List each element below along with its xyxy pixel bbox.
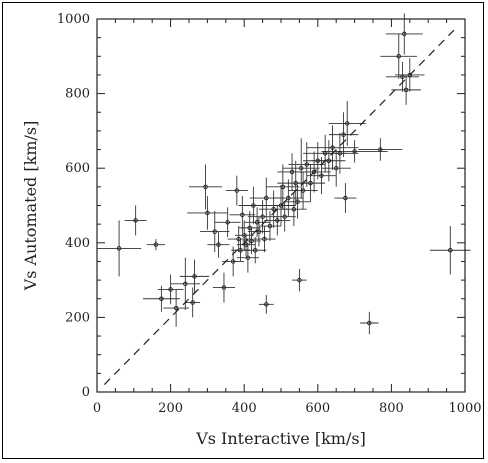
data-point (230, 259, 236, 264)
data-point (243, 242, 249, 247)
data-point (216, 242, 221, 247)
data-point (333, 165, 339, 171)
data-point (225, 220, 230, 225)
x-tick-label: 1000 (448, 401, 481, 416)
x-axis-label: Vs Interactive [km/s] (195, 429, 366, 448)
data-point (322, 151, 328, 156)
data-point (343, 195, 348, 201)
data-point (400, 74, 405, 80)
data-point (367, 320, 372, 326)
data-point (396, 54, 402, 59)
data-point (247, 225, 252, 231)
data-point (402, 31, 407, 37)
y-tick-label: 800 (65, 87, 90, 102)
data-point (260, 214, 265, 219)
data-point (278, 203, 284, 208)
x-axis-ticks: 0 200 400 600 800 1000 (93, 19, 482, 416)
data-point (295, 199, 300, 205)
data-point (236, 236, 241, 242)
y-tick-label: 400 (65, 236, 90, 251)
y-axis-ticks: 0 200 400 600 800 1000 (57, 12, 465, 400)
data-point (300, 188, 306, 193)
data-point (262, 236, 267, 242)
data-point (221, 285, 227, 290)
data-point (271, 206, 276, 212)
data-point (256, 229, 262, 234)
data-point (352, 149, 357, 154)
data-points-layer (116, 31, 453, 326)
data-point (264, 302, 269, 307)
data-point (326, 158, 332, 163)
data-point (282, 214, 287, 219)
data-point (205, 210, 210, 216)
identity-reference-line (103, 29, 455, 385)
data-point (168, 287, 173, 292)
data-point (240, 212, 245, 218)
data-point (241, 233, 247, 238)
data-point (344, 121, 350, 126)
x-tick-label: 200 (158, 401, 183, 416)
data-point (280, 184, 286, 190)
data-point (308, 180, 313, 186)
error-bars-layer (97, 13, 471, 335)
data-point (252, 248, 258, 253)
data-point (403, 87, 409, 93)
data-point (378, 147, 383, 152)
data-point (291, 206, 297, 212)
x-tick-label: 0 (93, 401, 101, 416)
data-point (267, 223, 273, 229)
data-point (311, 169, 317, 175)
data-point (286, 195, 291, 201)
data-point (203, 184, 208, 190)
data-point (407, 72, 413, 78)
data-point (341, 132, 346, 137)
data-point (238, 248, 243, 253)
data-point (249, 238, 254, 244)
x-tick-label: 600 (305, 401, 330, 416)
y-tick-label: 600 (65, 161, 90, 176)
y-tick-label: 1000 (57, 12, 90, 27)
data-point (448, 248, 453, 253)
data-point (192, 274, 197, 279)
y-axis-label: Vs Automated [km/s] (21, 121, 40, 292)
x-tick-label: 400 (232, 401, 257, 416)
data-point (254, 220, 260, 225)
data-point (245, 255, 251, 260)
data-point (159, 296, 164, 302)
data-point (330, 145, 335, 150)
data-point (183, 281, 188, 287)
data-point (234, 188, 240, 193)
y-tick-label: 0 (82, 385, 90, 400)
data-point (319, 173, 324, 178)
x-tick-label: 800 (379, 401, 404, 416)
y-tick-label: 200 (65, 310, 90, 325)
data-point (190, 300, 195, 305)
data-point (315, 158, 321, 163)
data-point (275, 218, 280, 223)
data-point (153, 242, 159, 247)
data-point (264, 195, 269, 201)
data-point (212, 229, 218, 234)
figure-frame (2, 2, 484, 459)
data-point (293, 180, 298, 186)
data-point (173, 305, 179, 311)
data-point (304, 162, 310, 167)
data-point (298, 165, 304, 171)
data-point (337, 151, 343, 156)
data-point (251, 203, 256, 208)
data-point (116, 246, 122, 251)
data-point (289, 169, 295, 175)
data-point (133, 218, 138, 223)
data-point (297, 277, 302, 283)
